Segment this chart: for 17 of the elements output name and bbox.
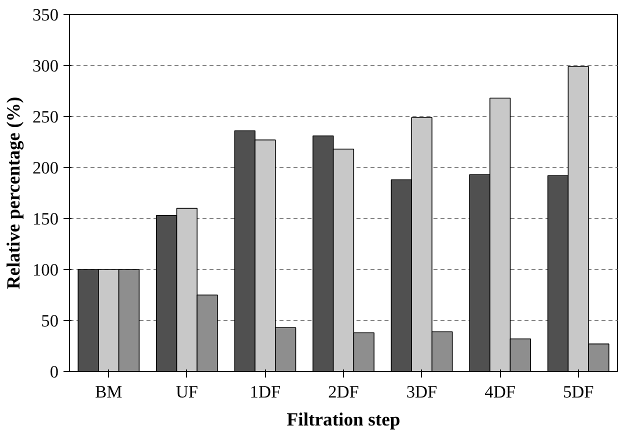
y-tick-label: 150 (32, 210, 59, 228)
y-tick-label: 0 (50, 362, 59, 382)
y-tick-label: 100 (32, 260, 59, 280)
y-tick-label: 350 (32, 6, 59, 24)
y-tick-label: 50 (41, 312, 58, 330)
x-tick-label: BM (95, 382, 122, 402)
y-tick-label: 250 (32, 108, 59, 126)
y-tick-label: 300 (32, 56, 59, 76)
x-tick-label: 2DF (328, 382, 360, 402)
x-tick-label: UF (176, 382, 198, 402)
x-axis-title: Filtration step (286, 410, 400, 430)
x-tick-label: 3DF (406, 382, 438, 402)
y-axis-title: Relative percentage (%) (4, 96, 25, 290)
x-tick-label: 5DF (562, 382, 594, 402)
x-tick-label: 1DF (250, 382, 281, 402)
x-tick-label: 4DF (484, 382, 516, 402)
y-tick-label: 200 (32, 158, 59, 178)
